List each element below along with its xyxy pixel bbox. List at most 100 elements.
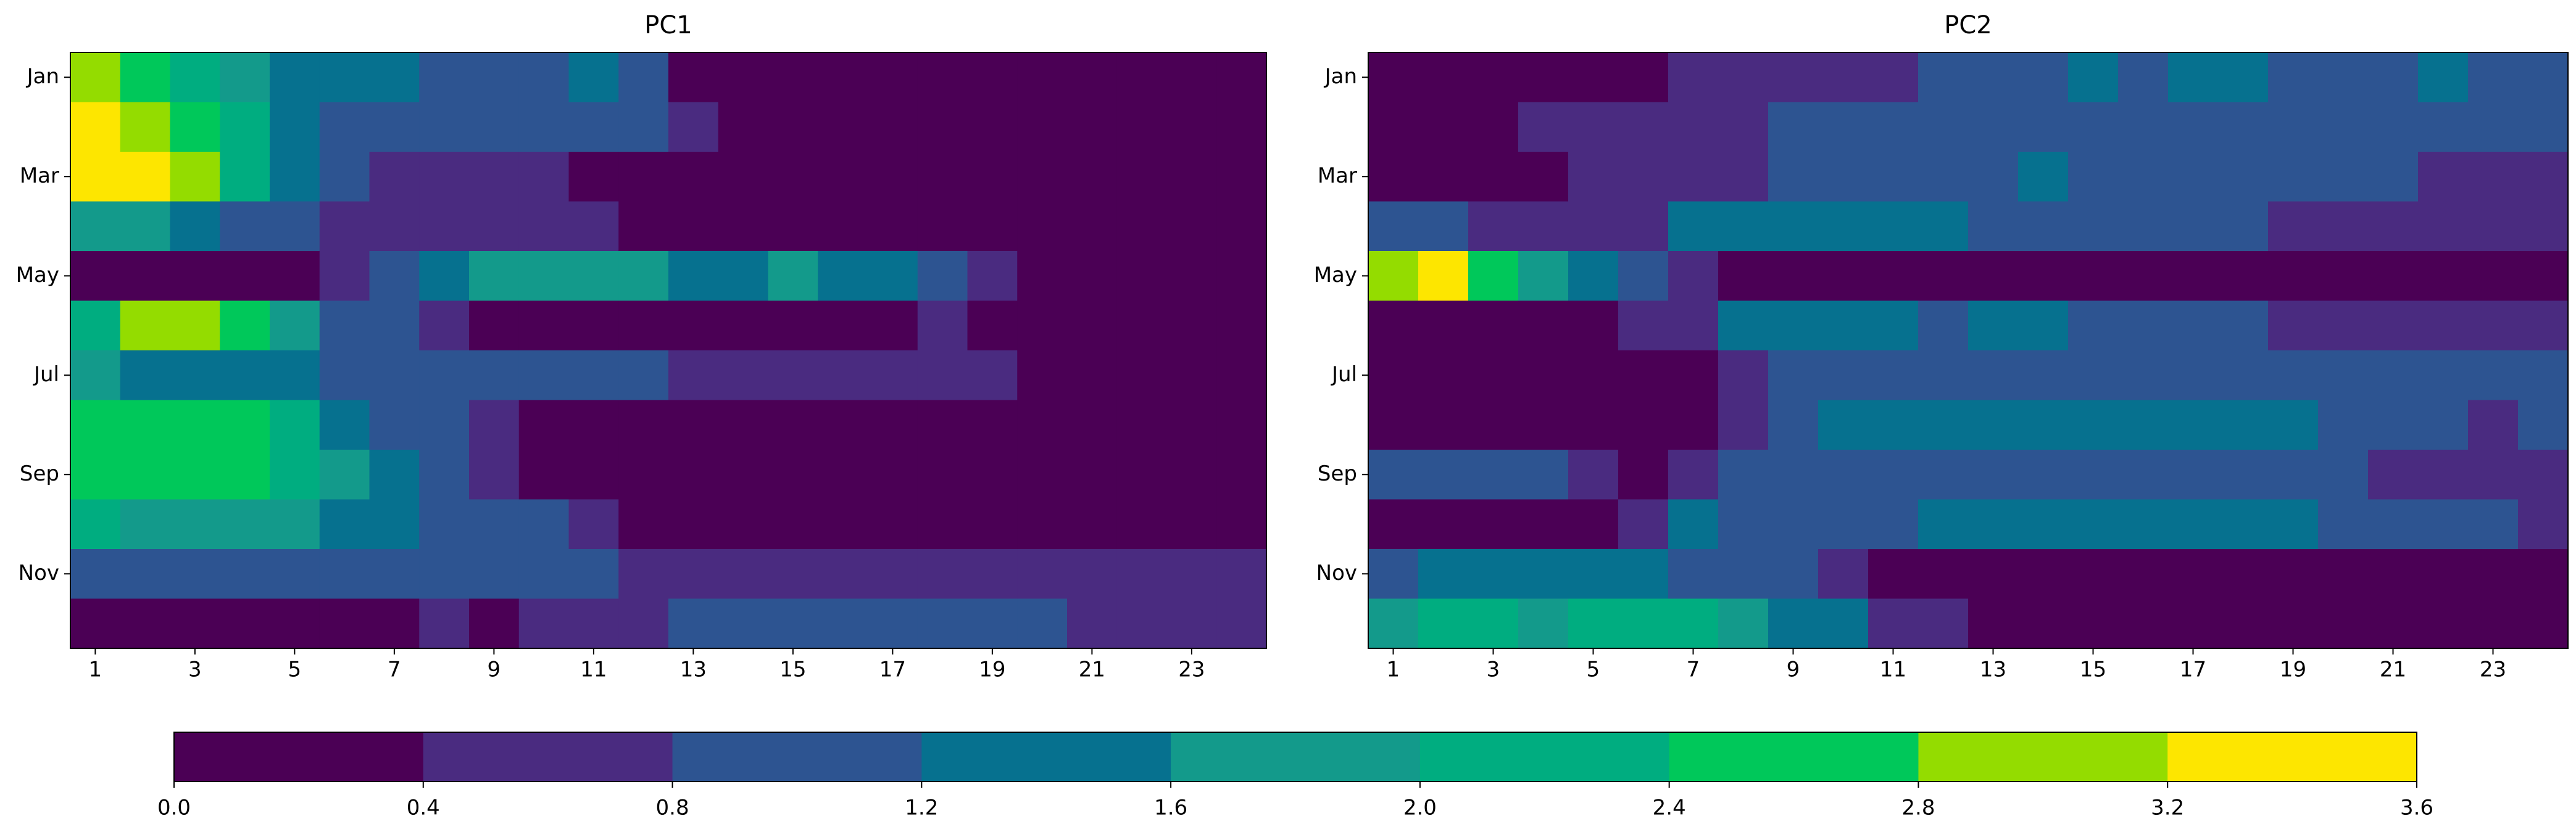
contour-cell — [270, 102, 320, 152]
contour-cell — [1968, 549, 2019, 600]
contour-cell — [319, 152, 370, 202]
contour-cell — [2468, 598, 2519, 649]
contour-cell — [2168, 152, 2219, 202]
contour-cell — [518, 201, 570, 252]
contour-cell — [1368, 499, 1419, 550]
contour-cell — [1718, 201, 1769, 252]
contour-cell — [120, 102, 171, 152]
contour-cell — [1418, 350, 1469, 401]
contour-cell — [1768, 598, 1819, 649]
contour-cell — [2218, 598, 2269, 649]
contour-cell — [1968, 350, 2019, 401]
contour-cell — [768, 201, 818, 252]
contour-cell — [2118, 251, 2169, 302]
contour-cell — [718, 102, 769, 152]
contour-cell — [1116, 350, 1168, 401]
contour-cell — [1518, 201, 1569, 252]
colorbar-tick-label: 0.0 — [157, 796, 191, 820]
contour-cell — [917, 598, 968, 649]
contour-cell — [2068, 201, 2119, 252]
contour-cell — [1918, 201, 1969, 252]
contour-cell — [1418, 52, 1469, 103]
contour-cell — [1768, 549, 1819, 600]
contour-cell — [2418, 350, 2469, 401]
contour-cell — [1968, 300, 2019, 351]
contour-cell — [1818, 450, 1869, 500]
contour-cell — [1768, 152, 1819, 202]
contour-cell — [120, 52, 171, 103]
contour-cell — [1017, 52, 1068, 103]
contour-cell — [2218, 300, 2269, 351]
contour-cell — [120, 598, 171, 649]
contour-cell — [1718, 350, 1769, 401]
contour-cell — [2518, 400, 2569, 450]
contour-cell — [1818, 152, 1869, 202]
contour-cell — [1718, 450, 1769, 500]
contour-cell — [170, 499, 220, 550]
contour-cell — [1368, 350, 1419, 401]
contour-cell — [1918, 450, 1969, 500]
contour-cell — [1618, 102, 1669, 152]
contour-cell — [568, 102, 619, 152]
contour-cell — [469, 201, 520, 252]
contour-cell — [718, 152, 769, 202]
contour-cell — [568, 400, 619, 450]
contour-cell — [668, 152, 719, 202]
y-tick-label: Sep — [1318, 461, 1357, 486]
contour-cell — [2518, 102, 2569, 152]
contour-cell — [1017, 350, 1068, 401]
contour-cell — [220, 201, 270, 252]
colorbar-segment — [1918, 732, 2168, 782]
contour-cell — [1468, 450, 1519, 500]
contour-cell — [1968, 450, 2019, 500]
contour-cell — [170, 400, 220, 450]
contour-cell — [1017, 251, 1068, 302]
contour-cell — [1718, 549, 1769, 600]
contour-cell — [70, 152, 121, 202]
contour-cell — [1668, 400, 1719, 450]
contour-cell — [1166, 102, 1217, 152]
contour-cell — [1768, 251, 1819, 302]
contour-cell — [768, 400, 818, 450]
colorbar-segment — [1171, 732, 1421, 782]
contour-cell — [1216, 52, 1267, 103]
contour-cell — [1216, 598, 1267, 649]
contour-cell — [1818, 102, 1869, 152]
contour-cell — [618, 400, 669, 450]
contour-cell — [2118, 350, 2169, 401]
contour-cell — [1568, 152, 1619, 202]
contour-cell — [1518, 549, 1569, 600]
contour-cell — [518, 251, 570, 302]
contour-cell — [1568, 251, 1619, 302]
contour-cell — [2518, 499, 2569, 550]
contour-cell — [1017, 499, 1068, 550]
contour-cell — [668, 52, 719, 103]
contour-cell — [1518, 300, 1569, 351]
contour-cell — [70, 350, 121, 401]
contour-cell — [369, 300, 420, 351]
contour-cell — [1568, 450, 1619, 500]
contour-cell — [1166, 300, 1217, 351]
contour-cell — [1368, 300, 1419, 351]
contour-cell — [768, 251, 818, 302]
contour-cell — [469, 598, 520, 649]
contour-cell — [618, 102, 669, 152]
contour-cell — [70, 450, 121, 500]
contour-cell — [270, 300, 320, 351]
contour-cell — [1568, 598, 1619, 649]
contour-cell — [319, 598, 370, 649]
contour-cell — [1418, 201, 1469, 252]
contour-cell — [1418, 450, 1469, 500]
contour-cell — [1668, 300, 1719, 351]
contour-cell — [319, 499, 370, 550]
y-tick-label: Mar — [1318, 163, 1357, 188]
contour-cell — [319, 251, 370, 302]
contour-cell — [2018, 201, 2069, 252]
x-tick-label: 9 — [1787, 658, 1800, 682]
contour-cell — [1668, 251, 1719, 302]
contour-cell — [1116, 400, 1168, 450]
contour-cell — [2418, 400, 2469, 450]
contour-cell — [1518, 450, 1569, 500]
contour-cell — [419, 102, 470, 152]
contour-cell — [2268, 251, 2319, 302]
